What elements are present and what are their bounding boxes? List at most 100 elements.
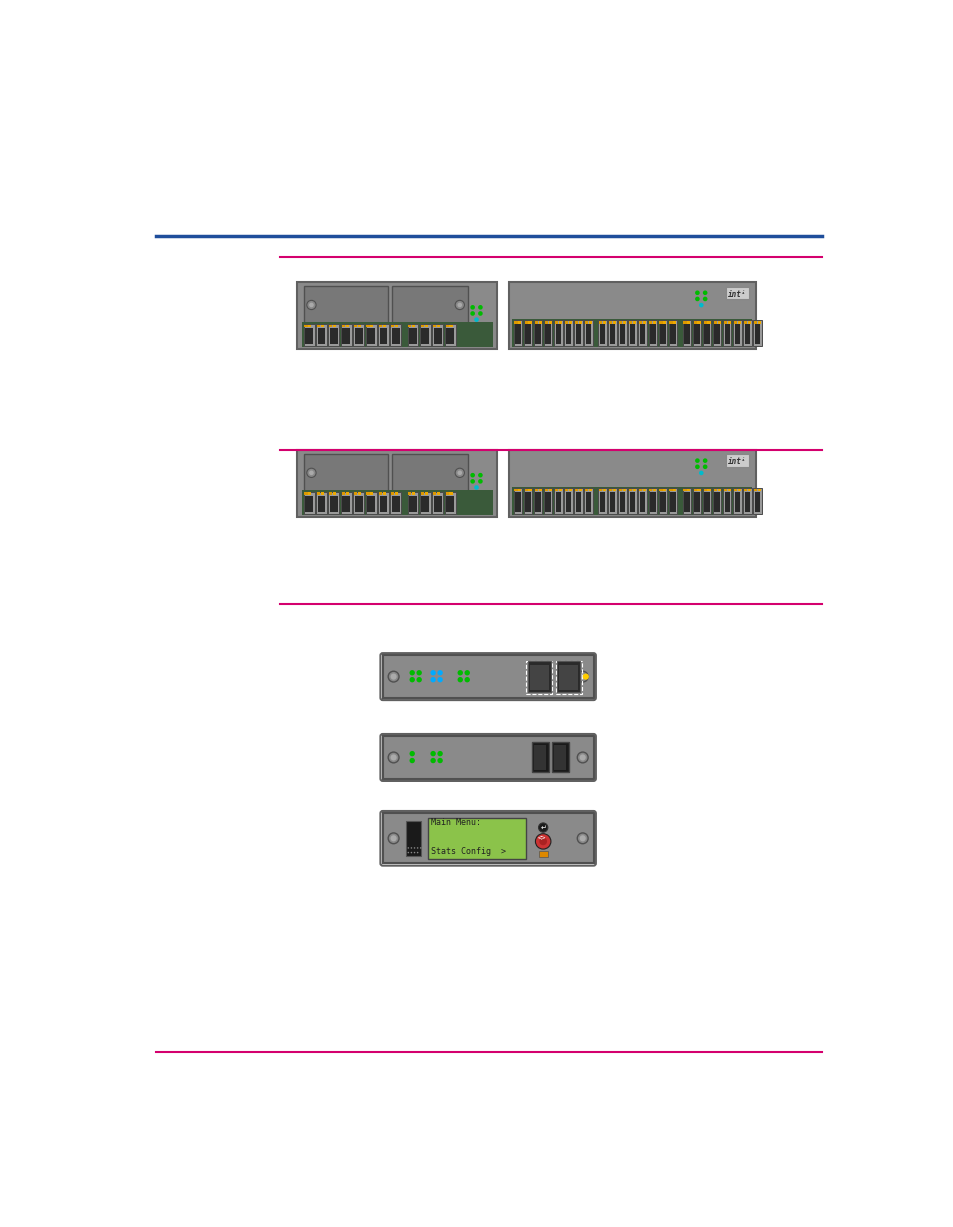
Circle shape [702, 291, 707, 294]
Bar [703, 492, 709, 512]
Circle shape [436, 677, 442, 682]
Bar [642, 490, 645, 491]
Bar [608, 321, 612, 324]
Bar [513, 320, 521, 346]
Bar [682, 488, 691, 514]
Bar [659, 324, 665, 345]
Bar [555, 661, 581, 694]
Bar [303, 286, 387, 324]
Bar [308, 325, 311, 326]
Bar [686, 490, 690, 491]
Bar [757, 321, 760, 324]
Bar [304, 492, 307, 494]
Bar [357, 325, 360, 326]
Bar [379, 328, 387, 345]
Bar [599, 324, 604, 345]
Bar [535, 492, 540, 512]
Bar [585, 492, 591, 512]
Bar [302, 323, 493, 347]
Bar [754, 492, 760, 512]
Circle shape [416, 670, 421, 675]
Bar [537, 490, 541, 491]
Bar [707, 321, 710, 324]
Bar [668, 320, 677, 346]
Bar [568, 321, 571, 324]
Bar [713, 321, 716, 324]
Text: intⁱ: intⁱ [728, 290, 746, 298]
Bar [354, 492, 356, 494]
Bar [747, 321, 750, 324]
Bar [345, 325, 348, 326]
Bar [713, 490, 716, 491]
Bar [638, 488, 646, 514]
Bar [392, 328, 399, 345]
Circle shape [537, 823, 547, 832]
Bar [512, 319, 752, 347]
Bar [723, 324, 729, 345]
Circle shape [695, 297, 699, 302]
Circle shape [470, 479, 475, 483]
Bar [608, 488, 617, 514]
Bar [659, 492, 665, 512]
Circle shape [477, 472, 482, 477]
Bar [444, 324, 456, 346]
Bar [555, 324, 560, 345]
Bar [598, 490, 601, 491]
Bar [753, 488, 760, 514]
Bar [377, 492, 389, 514]
Bar [419, 492, 431, 514]
Circle shape [474, 485, 478, 490]
Circle shape [464, 677, 470, 682]
Bar [412, 492, 415, 494]
Bar [515, 324, 520, 345]
Bar [578, 490, 581, 491]
Bar [669, 490, 672, 491]
Bar [712, 488, 720, 514]
Bar [622, 321, 625, 324]
Bar [673, 321, 676, 324]
Bar [333, 492, 335, 494]
Circle shape [535, 833, 550, 849]
Bar [649, 490, 652, 491]
Bar [330, 496, 337, 512]
Bar [598, 321, 601, 324]
Circle shape [477, 479, 482, 483]
Bar [682, 321, 686, 324]
Circle shape [436, 751, 442, 756]
Circle shape [436, 758, 442, 763]
Circle shape [409, 670, 415, 675]
Bar [717, 490, 720, 491]
Circle shape [702, 297, 707, 302]
Bar [619, 492, 624, 512]
Bar [424, 492, 427, 494]
Bar [725, 454, 748, 466]
Bar [668, 488, 677, 514]
Text: Main Menu:: Main Menu: [431, 818, 480, 827]
Bar [743, 321, 746, 324]
Bar [639, 492, 645, 512]
Bar [412, 325, 415, 326]
Bar [433, 325, 436, 326]
Bar [612, 321, 616, 324]
Bar [565, 324, 571, 345]
Bar [328, 324, 339, 346]
Bar [743, 490, 746, 491]
Bar [304, 325, 307, 326]
Circle shape [416, 852, 418, 853]
Bar [436, 325, 439, 326]
Bar [733, 321, 736, 324]
Bar [409, 328, 416, 345]
Bar [702, 488, 711, 514]
Bar [712, 320, 720, 346]
Bar [340, 492, 352, 514]
Bar [355, 496, 362, 512]
Bar [543, 488, 552, 514]
Bar [390, 324, 401, 346]
Circle shape [410, 852, 412, 853]
Bar [329, 325, 332, 326]
Bar [747, 490, 750, 491]
Bar [341, 325, 344, 326]
Bar [377, 324, 389, 346]
Circle shape [390, 674, 396, 680]
Circle shape [430, 670, 436, 675]
